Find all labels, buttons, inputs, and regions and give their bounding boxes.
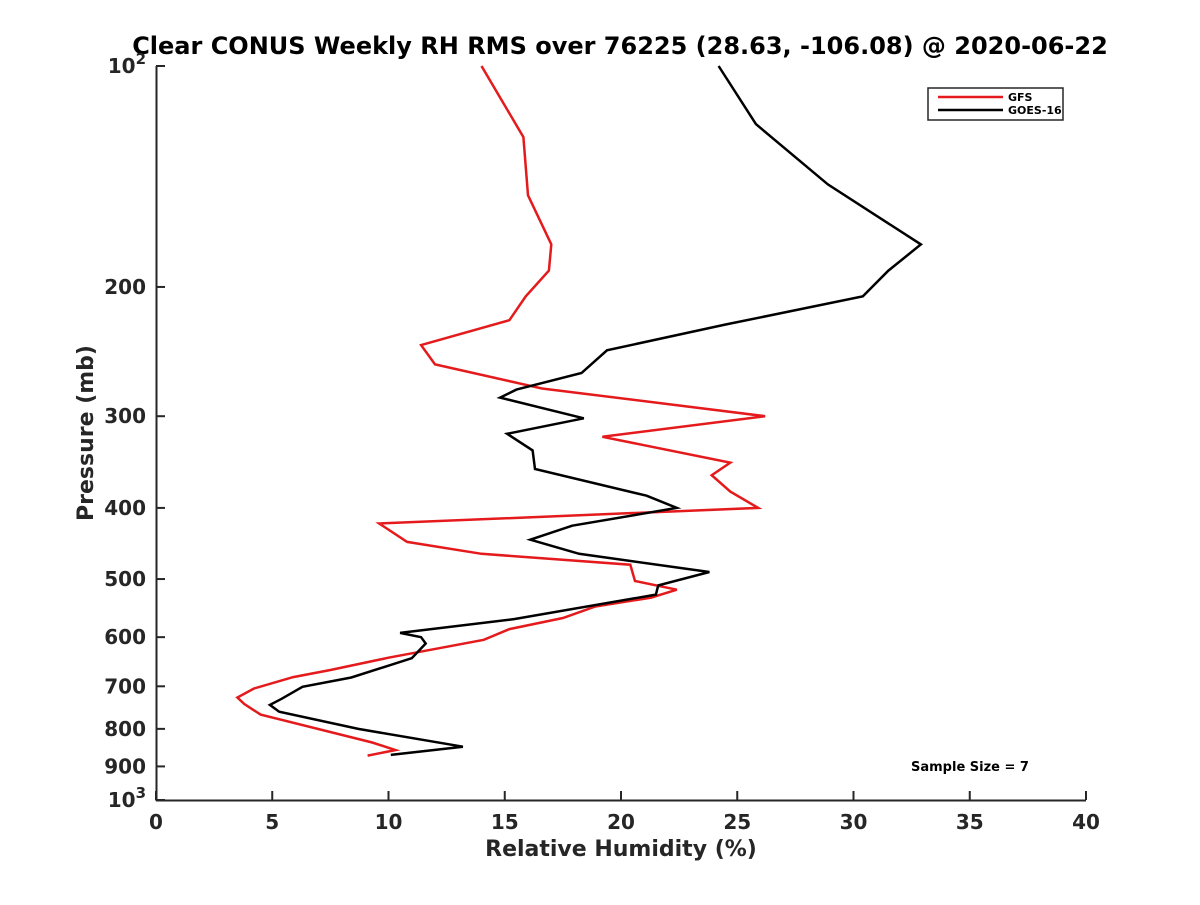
sample-size-note: Sample Size = 7 — [911, 760, 1029, 775]
legend-box — [927, 87, 1064, 121]
y-tick-label: 200 — [104, 275, 146, 299]
y-tick-label: 103 — [108, 784, 146, 812]
y-tick-label: 600 — [104, 625, 146, 649]
x-tick-label: 25 — [723, 810, 751, 834]
y-axis-label: Pressure (mb) — [74, 345, 99, 521]
y-tick-label: 400 — [104, 496, 146, 520]
x-tick-label: 5 — [265, 810, 279, 834]
series-line-gfs — [235, 65, 766, 757]
legend: GFS GOES-16 — [927, 87, 1064, 121]
x-tick-label: 40 — [1072, 810, 1100, 834]
plot-area — [155, 66, 1086, 802]
y-tick-label: 300 — [104, 404, 146, 428]
x-tick-label: 20 — [607, 810, 635, 834]
x-tick-label: 0 — [149, 810, 163, 834]
y-tick-label: 102 — [108, 50, 146, 78]
chart-title: Clear CONUS Weekly RH RMS over 76225 (28… — [132, 32, 1108, 60]
y-tick-label: 900 — [104, 754, 146, 778]
y-axis-ticks: 102 200 300 400 500 600 700 800 900 103 — [104, 50, 165, 812]
x-tick-label: 10 — [375, 810, 403, 834]
x-tick-label: 35 — [956, 810, 984, 834]
x-axis-ticks: 0 5 10 15 20 25 30 35 40 — [149, 791, 1100, 834]
x-tick-label: 30 — [840, 810, 868, 834]
y-tick-label: 500 — [104, 567, 146, 591]
series-line-goes16 — [267, 65, 924, 757]
x-tick-label: 15 — [491, 810, 519, 834]
legend-label-gfs: GFS — [1008, 91, 1033, 104]
series-lines — [235, 65, 924, 757]
x-axis-label: Relative Humidity (%) — [485, 837, 757, 862]
legend-label-goes16: GOES-16 — [1008, 104, 1062, 117]
y-tick-label: 800 — [104, 717, 146, 741]
y-tick-label: 700 — [104, 674, 146, 698]
